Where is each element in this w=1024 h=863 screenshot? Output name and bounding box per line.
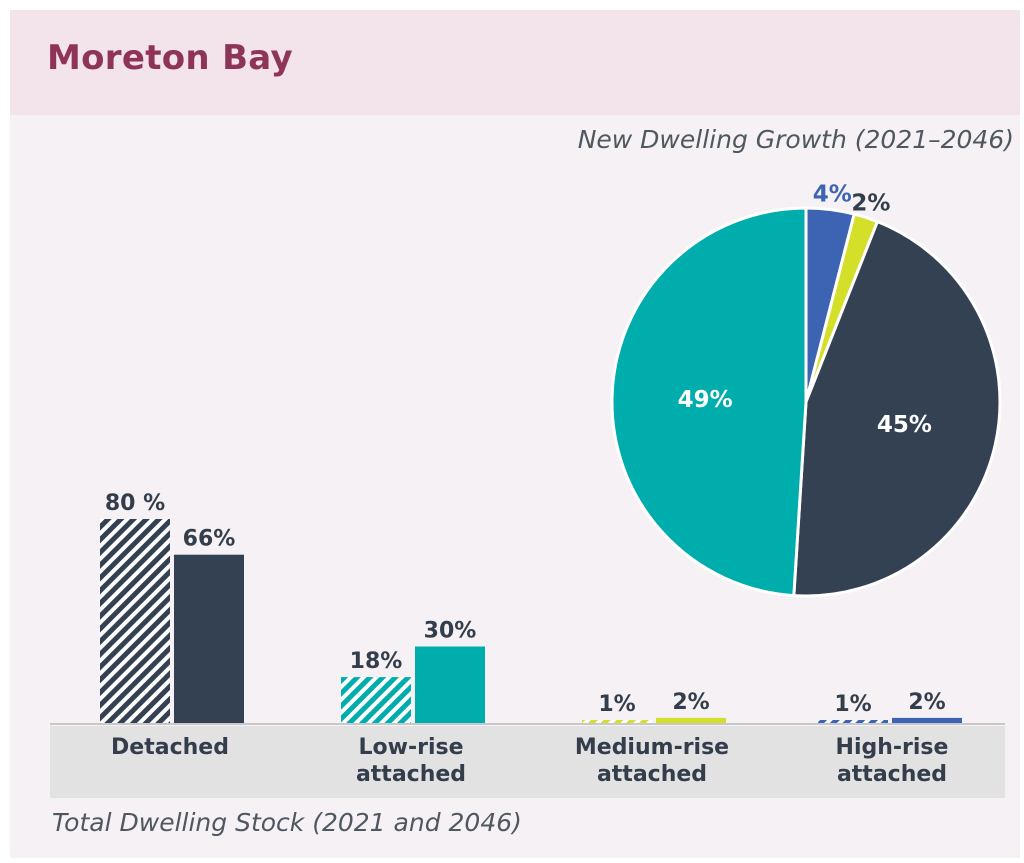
category-label-line: Medium-rise (574, 735, 730, 760)
pie-slice-label: 45% (877, 412, 932, 438)
bar-value-label: 80 % (105, 491, 165, 516)
bar-chart: 80 % 66% 18% 30% 1% 2% 1% 2% (50, 491, 1005, 725)
pie-slice-label: 49% (678, 387, 733, 413)
category-band (50, 726, 1005, 798)
bar-value-label: 30% (424, 619, 477, 644)
bar-value-label: 2% (672, 690, 709, 715)
category-label-line: attached (836, 762, 948, 787)
category-label: High-rise attached (782, 734, 1002, 788)
category-label-line: Detached (111, 735, 229, 760)
category-label: Low-rise attached (301, 734, 521, 788)
bar-hatched-1 (100, 519, 170, 723)
bar-hatched-4 (818, 720, 888, 723)
bar-chart-title: Total Dwelling Stock (2021 and 2046) (52, 808, 522, 837)
pie-chart: 4% 2% 45% 49% (610, 182, 1002, 598)
header-band: Moreton Bay (10, 10, 1020, 115)
bar-hatched-3 (582, 720, 652, 723)
bar-value-label: 1% (834, 692, 871, 717)
pie-slice-4 (610, 206, 808, 598)
pie-slice-label: 4% (813, 182, 852, 208)
category-label-line: attached (355, 762, 467, 787)
page-title: Moreton Bay (47, 38, 293, 78)
category-label-line: attached (596, 762, 708, 787)
bar-value-label: 1% (598, 692, 635, 717)
pie-slice-label: 2% (851, 190, 890, 216)
pie-chart-title: New Dwelling Growth (2021–2046) (577, 125, 1014, 154)
bar-solid-4 (892, 717, 962, 723)
category-label: Medium-rise attached (542, 734, 762, 788)
bar-value-label: 2% (908, 690, 945, 715)
pie-slice-3 (792, 219, 1002, 598)
category-label-line: Low-rise (358, 735, 464, 760)
bar-solid-1 (174, 554, 244, 723)
category-label: Detached (60, 734, 280, 761)
bar-solid-3 (656, 717, 726, 723)
bar-value-label: 18% (350, 649, 403, 674)
category-label-line: High-rise (835, 735, 949, 760)
bar-hatched-2 (341, 677, 411, 723)
bar-solid-2 (415, 646, 485, 723)
bar-value-label: 66% (183, 527, 236, 552)
